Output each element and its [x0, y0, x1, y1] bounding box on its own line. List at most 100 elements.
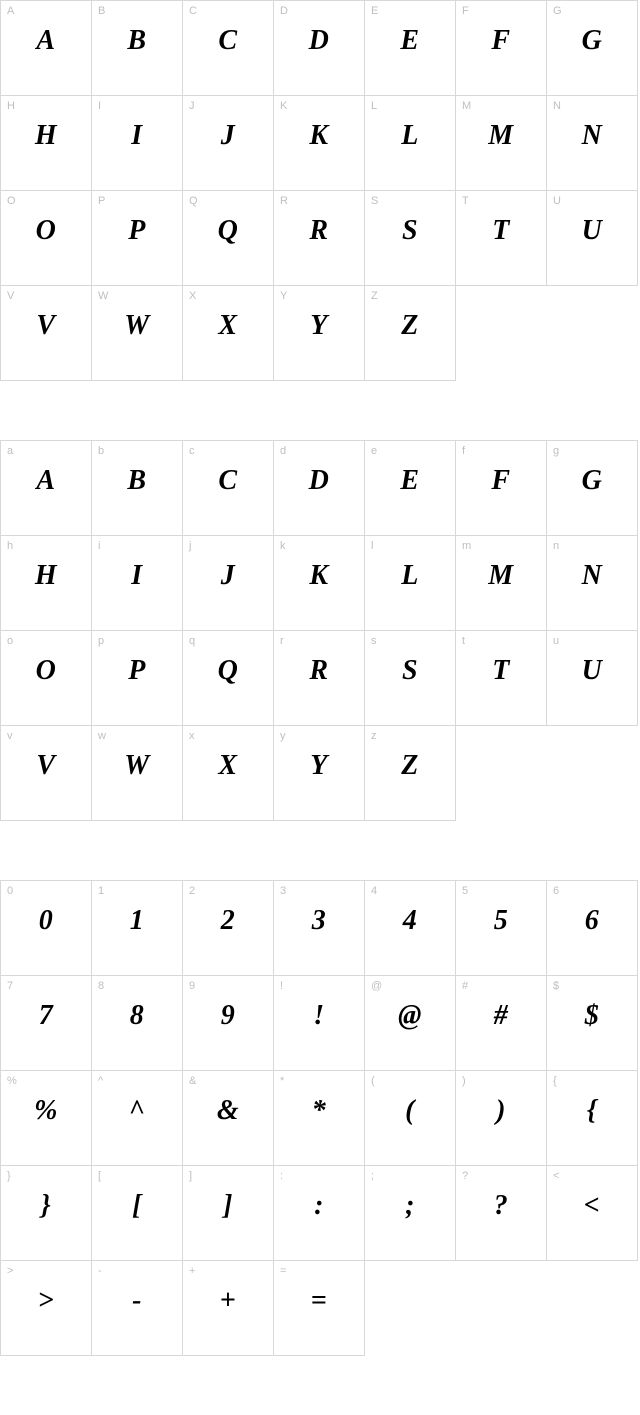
- glyph-character: R: [274, 655, 364, 687]
- glyph-character: V: [1, 310, 91, 342]
- glyph-character: S: [365, 655, 455, 687]
- glyph-cell: ^^: [91, 1070, 183, 1166]
- glyph-key-label: 6: [553, 885, 559, 897]
- glyph-cell: nN: [546, 535, 638, 631]
- glyph-cell: qQ: [182, 630, 274, 726]
- glyph-key-label: V: [7, 290, 14, 302]
- glyph-cell: 55: [455, 880, 547, 976]
- glyph-key-label: L: [371, 100, 377, 112]
- glyph-key-label: z: [371, 730, 377, 742]
- glyph-character: -: [92, 1285, 182, 1317]
- glyph-cell: AA: [0, 0, 92, 96]
- glyph-section: AABBCCDDEEFFGGHHIIJJKKLLMMNNOOPPQQRRSSTT…: [0, 0, 640, 380]
- glyph-key-label: 7: [7, 980, 13, 992]
- glyph-key-label: 2: [189, 885, 195, 897]
- glyph-character: E: [365, 465, 455, 497]
- glyph-key-label: X: [189, 290, 196, 302]
- glyph-cell: II: [91, 95, 183, 191]
- glyph-cell: 00: [0, 880, 92, 976]
- glyph-cell: 22: [182, 880, 274, 976]
- glyph-key-label: ^: [98, 1075, 103, 1087]
- glyph-character: X: [183, 750, 273, 782]
- glyph-key-label: $: [553, 980, 559, 992]
- glyph-character: 2: [183, 905, 273, 937]
- glyph-character: H: [1, 120, 91, 152]
- glyph-character: C: [183, 465, 273, 497]
- glyph-character: G: [547, 465, 637, 497]
- glyph-character: Y: [274, 310, 364, 342]
- glyph-key-label: R: [280, 195, 288, 207]
- glyph-key-label: g: [553, 445, 559, 457]
- glyph-cell: 44: [364, 880, 456, 976]
- glyph-character: @: [365, 1000, 455, 1032]
- glyph-key-label: [: [98, 1170, 101, 1182]
- glyph-cell: QQ: [182, 190, 274, 286]
- glyph-cell: ZZ: [364, 285, 456, 381]
- glyph-key-label: ): [462, 1075, 466, 1087]
- glyph-cell: 66: [546, 880, 638, 976]
- glyph-character: #: [456, 1000, 546, 1032]
- glyph-key-label: m: [462, 540, 471, 552]
- glyph-cell: 99: [182, 975, 274, 1071]
- glyph-cell: pP: [91, 630, 183, 726]
- glyph-character: K: [274, 120, 364, 152]
- glyph-character: 9: [183, 1000, 273, 1032]
- glyph-character: ;: [365, 1190, 455, 1222]
- glyph-cell: mM: [455, 535, 547, 631]
- glyph-character: +: [183, 1285, 273, 1317]
- glyph-cell: xX: [182, 725, 274, 821]
- glyph-cell: zZ: [364, 725, 456, 821]
- glyph-key-label: :: [280, 1170, 283, 1182]
- glyph-character: L: [365, 120, 455, 152]
- glyph-character: (: [365, 1095, 455, 1127]
- glyph-character: V: [1, 750, 91, 782]
- glyph-character: *: [274, 1095, 364, 1127]
- glyph-key-label: T: [462, 195, 469, 207]
- glyph-key-label: h: [7, 540, 13, 552]
- glyph-character: W: [92, 310, 182, 342]
- glyph-key-label: u: [553, 635, 559, 647]
- glyph-character: D: [274, 25, 364, 57]
- glyph-key-label: s: [371, 635, 377, 647]
- glyph-cell: cC: [182, 440, 274, 536]
- glyph-cell: RR: [273, 190, 365, 286]
- glyph-key-label: +: [189, 1265, 195, 1277]
- glyph-character: Z: [365, 750, 455, 782]
- glyph-cell: YY: [273, 285, 365, 381]
- glyph-key-label: I: [98, 100, 101, 112]
- glyph-cell: CC: [182, 0, 274, 96]
- glyph-character: I: [92, 120, 182, 152]
- glyph-cell: >>: [0, 1260, 92, 1356]
- glyph-character: K: [274, 560, 364, 592]
- glyph-cell: !!: [273, 975, 365, 1071]
- glyph-cell: [[: [91, 1165, 183, 1261]
- glyph-key-label: F: [462, 5, 469, 17]
- glyph-character: L: [365, 560, 455, 592]
- glyph-key-label: 1: [98, 885, 104, 897]
- glyph-key-label: y: [280, 730, 286, 742]
- glyph-cell: DD: [273, 0, 365, 96]
- glyph-key-label: W: [98, 290, 108, 302]
- glyph-key-label: r: [280, 635, 284, 647]
- glyph-cell: %%: [0, 1070, 92, 1166]
- glyph-cell: GG: [546, 0, 638, 96]
- glyph-cell: aA: [0, 440, 92, 536]
- glyph-cell: ##: [455, 975, 547, 1071]
- glyph-cell: ;;: [364, 1165, 456, 1261]
- glyph-character: ?: [456, 1190, 546, 1222]
- glyph-section: 00112233445566778899!!@@##$$%%^^&&**(())…: [0, 880, 640, 1355]
- glyph-key-label: A: [7, 5, 14, 17]
- glyph-cell: rR: [273, 630, 365, 726]
- glyph-section: aAbBcCdDeEfFgGhHiIjJkKlLmMnNoOpPqQrRsStT…: [0, 440, 640, 820]
- glyph-character: X: [183, 310, 273, 342]
- glyph-cell: KK: [273, 95, 365, 191]
- glyph-key-label: B: [98, 5, 105, 17]
- glyph-cell: WW: [91, 285, 183, 381]
- glyph-cell: @@: [364, 975, 456, 1071]
- glyph-key-label: G: [553, 5, 562, 17]
- glyph-character: J: [183, 560, 273, 592]
- glyph-character: B: [92, 465, 182, 497]
- glyph-cell: uU: [546, 630, 638, 726]
- glyph-key-label: d: [280, 445, 286, 457]
- glyph-cell: ++: [182, 1260, 274, 1356]
